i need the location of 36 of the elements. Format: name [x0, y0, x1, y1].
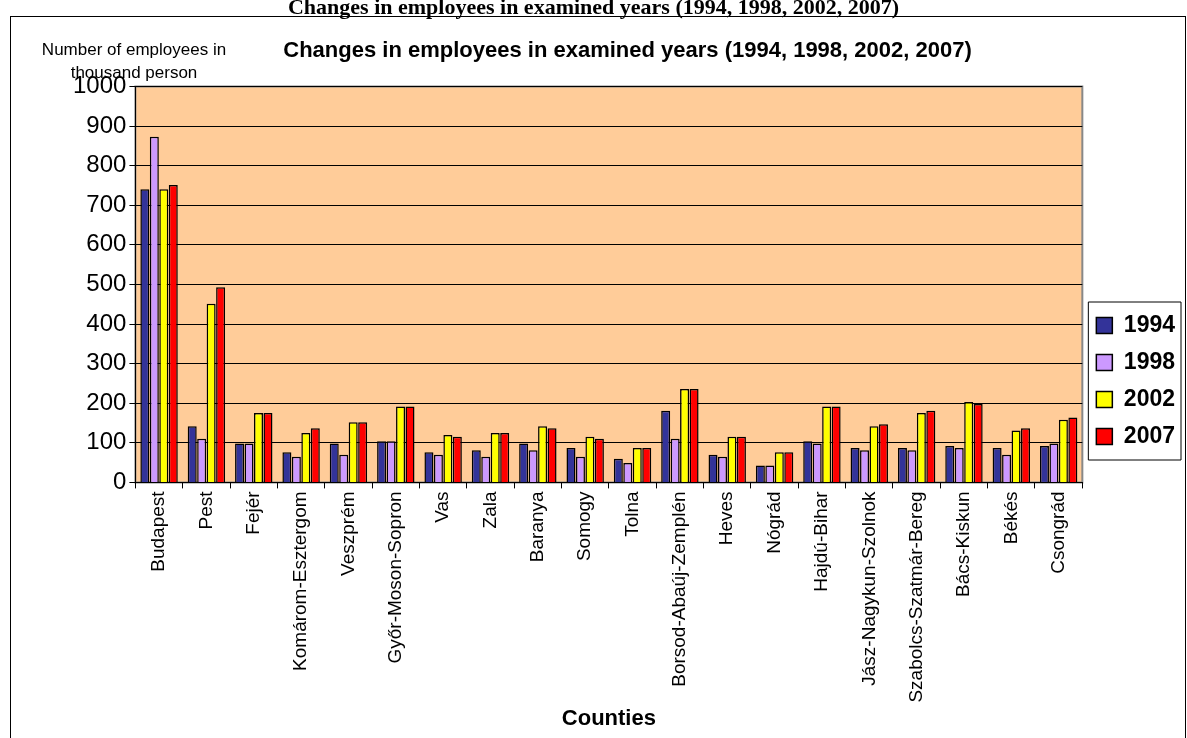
y-tick-label: 600 — [86, 229, 127, 257]
x-tick-label: Bács-Kiskun — [952, 491, 974, 598]
legend-label: 1998 — [1123, 347, 1176, 374]
y-tick-label: 200 — [86, 387, 127, 415]
x-tick-label: Győr-Moson-Sopron — [384, 491, 406, 664]
x-tick-label: Vas — [431, 491, 453, 523]
x-tick-label: Budapest — [147, 490, 169, 572]
x-tick-label: Borsod-Abaúj-Zemplén — [668, 491, 690, 687]
x-tick-label: Nógrád — [762, 491, 784, 554]
x-tick-label: Fejér — [241, 490, 263, 535]
y-tick-label: 500 — [86, 269, 127, 297]
y-tick-label: 900 — [86, 110, 127, 138]
y-tick-label: 0 — [113, 467, 127, 495]
y-tick-label: 700 — [86, 189, 127, 217]
x-tick-label: Békés — [999, 491, 1021, 545]
x-tick-label: Baranya — [526, 490, 548, 563]
x-axis-title: Counties — [561, 704, 656, 730]
x-tick-label: Veszprém — [336, 491, 358, 576]
x-tick-label: Heves — [715, 491, 737, 546]
x-tick-label: Somogy — [573, 490, 595, 562]
legend-label: 1994 — [1123, 310, 1176, 337]
x-tick-label: Komárom-Esztergom — [289, 491, 311, 671]
y-tick-label: 400 — [86, 308, 127, 336]
legend-label: 2007 — [1123, 421, 1176, 448]
x-tick-label: Pest — [194, 490, 216, 530]
y-tick-label: 300 — [86, 348, 127, 376]
x-tick-label: Hajdú-Bihar — [810, 490, 832, 592]
x-tick-label: Szabolcs-Szatmár-Bereg — [904, 491, 926, 703]
chart-title: Changes in employees in examined years (1994, 1998, 2002, 2007) — [283, 37, 972, 63]
x-tick-label: Tolna — [620, 490, 642, 537]
x-tick-label: Jász-Nagykun-Szolnok — [857, 490, 879, 686]
y-tick-label: 100 — [86, 427, 127, 455]
y-tick-label: 800 — [86, 150, 127, 178]
x-tick-label: Csongrád — [1046, 491, 1068, 574]
legend-label: 2002 — [1123, 384, 1176, 411]
x-tick-label: Zala — [478, 490, 500, 529]
